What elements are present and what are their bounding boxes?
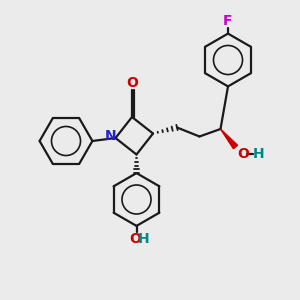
Text: O: O <box>126 76 138 90</box>
Text: H: H <box>138 232 150 246</box>
Text: H: H <box>253 147 264 160</box>
Text: O: O <box>237 147 249 160</box>
Polygon shape <box>220 129 238 149</box>
Text: N: N <box>104 130 116 143</box>
Text: F: F <box>223 14 233 28</box>
Text: O: O <box>129 232 141 246</box>
